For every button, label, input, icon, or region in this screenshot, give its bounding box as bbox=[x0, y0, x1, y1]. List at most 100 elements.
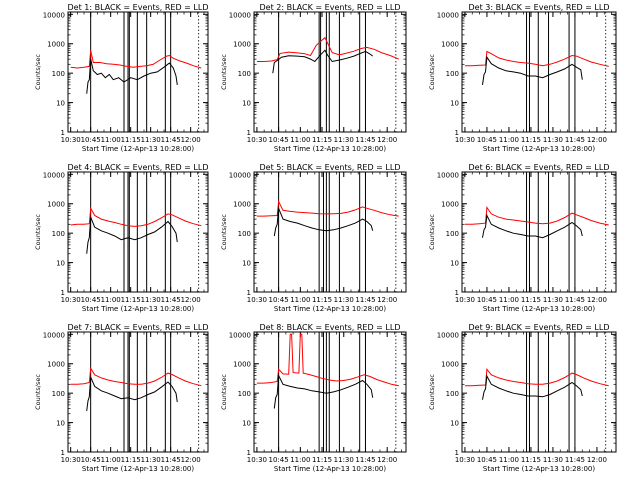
x-tick-label: 11:00 bbox=[290, 456, 310, 464]
x-tick-label: 11:30 bbox=[543, 136, 563, 144]
x-tick-label: 11:45 bbox=[565, 136, 585, 144]
y-tick-label: 1 bbox=[61, 129, 65, 137]
x-tick-label: 10:45 bbox=[477, 456, 497, 464]
x-tick-label: 10:30 bbox=[247, 456, 267, 464]
x-tick-label: 11:00 bbox=[101, 136, 121, 144]
events-series-line bbox=[86, 58, 178, 94]
y-tick-label: 10000 bbox=[43, 331, 65, 339]
panel-title: Det 9: BLACK = Events, RED = LLD bbox=[469, 323, 610, 332]
x-tick-label: 12:00 bbox=[587, 136, 607, 144]
x-axis-label: Start Time (12-Apr-13 10:28:00) bbox=[274, 465, 386, 473]
x-tick-label: 10:30 bbox=[455, 456, 475, 464]
y-tick-label: 10 bbox=[450, 420, 459, 428]
x-tick-label: 11:15 bbox=[312, 456, 332, 464]
x-tick-label: 10:45 bbox=[269, 296, 289, 304]
x-tick-label: 11:15 bbox=[121, 456, 141, 464]
y-tick-label: 1000 bbox=[441, 41, 459, 49]
y-tick-label: 10 bbox=[56, 100, 65, 108]
events-series-line bbox=[482, 374, 583, 400]
y-tick-label: 1 bbox=[61, 289, 65, 297]
x-tick-label: 11:15 bbox=[521, 296, 541, 304]
x-tick-label: 11:15 bbox=[121, 296, 141, 304]
panel-title: Det 2: BLACK = Events, RED = LLD bbox=[260, 3, 401, 12]
panel-title: Det 4: BLACK = Events, RED = LLD bbox=[68, 163, 209, 172]
x-tick-label: 11:15 bbox=[121, 136, 141, 144]
detector-panel: Det 8: BLACK = Events, RED = LLD 1 10 100 10… bbox=[220, 323, 407, 473]
x-tick-label: 11:15 bbox=[312, 296, 332, 304]
x-tick-label: 10:45 bbox=[81, 456, 101, 464]
y-tick-label: 10000 bbox=[229, 11, 251, 19]
x-axis-label: Start Time (12-Apr-13 10:28:00) bbox=[483, 145, 595, 153]
x-tick-label: 11:30 bbox=[543, 456, 563, 464]
detector-panel: Det 2: BLACK = Events, RED = LLD 1 10 100 10… bbox=[220, 3, 407, 153]
events-series-line bbox=[273, 208, 374, 237]
plot-frame bbox=[67, 11, 209, 133]
y-tick-label: 10 bbox=[450, 260, 459, 268]
x-tick-label: 11:30 bbox=[141, 136, 161, 144]
x-tick-label: 11:30 bbox=[543, 296, 563, 304]
x-tick-label: 10:30 bbox=[61, 296, 81, 304]
x-tick-label: 12:00 bbox=[377, 136, 397, 144]
x-tick-label: 12:00 bbox=[181, 136, 201, 144]
y-tick-label: 10000 bbox=[437, 171, 459, 179]
x-tick-label: 11:00 bbox=[101, 456, 121, 464]
x-tick-label: 10:45 bbox=[477, 296, 497, 304]
y-tick-label: 1000 bbox=[47, 361, 65, 369]
y-tick-label: 10000 bbox=[437, 11, 459, 19]
x-tick-label: 11:45 bbox=[161, 296, 181, 304]
y-tick-label: 1000 bbox=[441, 361, 459, 369]
y-tick-label: 100 bbox=[446, 230, 459, 238]
x-axis-label: Start Time (12-Apr-13 10:28:00) bbox=[274, 305, 386, 313]
detector-panel: Det 6: BLACK = Events, RED = LLD 1 10 100 10… bbox=[428, 163, 617, 313]
x-tick-label: 10:30 bbox=[247, 296, 267, 304]
y-tick-label: 1000 bbox=[233, 41, 251, 49]
y-tick-label: 1 bbox=[455, 129, 459, 137]
x-tick-label: 10:30 bbox=[61, 136, 81, 144]
lld-series-line bbox=[464, 205, 609, 226]
y-tick-label: 100 bbox=[238, 230, 251, 238]
y-tick-label: 1000 bbox=[47, 201, 65, 209]
x-tick-label: 11:00 bbox=[290, 136, 310, 144]
panel-title: Det 5: BLACK = Events, RED = LLD bbox=[260, 163, 401, 172]
y-tick-label: 1 bbox=[61, 449, 65, 457]
x-tick-label: 12:00 bbox=[377, 456, 397, 464]
detector-panel: Det 4: BLACK = Events, RED = LLD 1 10 100 10… bbox=[34, 163, 209, 313]
x-tick-label: 12:00 bbox=[181, 296, 201, 304]
y-tick-label: 10 bbox=[242, 100, 251, 108]
y-tick-label: 10 bbox=[450, 100, 459, 108]
y-tick-label: 100 bbox=[238, 390, 251, 398]
y-tick-label: 1 bbox=[455, 289, 459, 297]
x-tick-label: 10:45 bbox=[269, 456, 289, 464]
y-tick-label: 100 bbox=[52, 70, 65, 78]
detector-panel: Det 5: BLACK = Events, RED = LLD 1 10 100 10… bbox=[220, 163, 407, 313]
y-tick-label: 100 bbox=[238, 70, 251, 78]
x-axis-label: Start Time (12-Apr-13 10:28:00) bbox=[483, 465, 595, 473]
y-tick-label: 1 bbox=[247, 129, 251, 137]
x-tick-label: 12:00 bbox=[181, 456, 201, 464]
y-axis-label: Counts/sec bbox=[428, 54, 436, 90]
x-tick-label: 12:00 bbox=[377, 296, 397, 304]
x-tick-label: 11:15 bbox=[312, 136, 332, 144]
plot-frame bbox=[461, 171, 617, 293]
x-tick-label: 10:45 bbox=[477, 136, 497, 144]
x-tick-label: 11:30 bbox=[334, 456, 354, 464]
x-axis-label: Start Time (12-Apr-13 10:28:00) bbox=[483, 305, 595, 313]
y-tick-label: 1 bbox=[455, 449, 459, 457]
x-tick-label: 11:30 bbox=[334, 136, 354, 144]
detector-panel: Det 7: BLACK = Events, RED = LLD 1 10 100 10… bbox=[34, 323, 209, 473]
y-tick-label: 10 bbox=[56, 260, 65, 268]
lld-series-line bbox=[70, 50, 202, 69]
x-tick-label: 10:45 bbox=[81, 136, 101, 144]
x-tick-label: 10:30 bbox=[455, 296, 475, 304]
x-tick-label: 11:45 bbox=[355, 136, 375, 144]
x-tick-label: 11:15 bbox=[521, 136, 541, 144]
y-axis-label: Counts/sec bbox=[220, 214, 228, 250]
x-axis-label: Start Time (12-Apr-13 10:28:00) bbox=[82, 305, 194, 313]
y-tick-label: 1 bbox=[247, 449, 251, 457]
y-tick-label: 100 bbox=[446, 390, 459, 398]
y-axis-label: Counts/sec bbox=[428, 214, 436, 250]
y-axis-label: Counts/sec bbox=[34, 214, 42, 250]
x-axis-label: Start Time (12-Apr-13 10:28:00) bbox=[274, 145, 386, 153]
x-tick-label: 10:30 bbox=[247, 136, 267, 144]
